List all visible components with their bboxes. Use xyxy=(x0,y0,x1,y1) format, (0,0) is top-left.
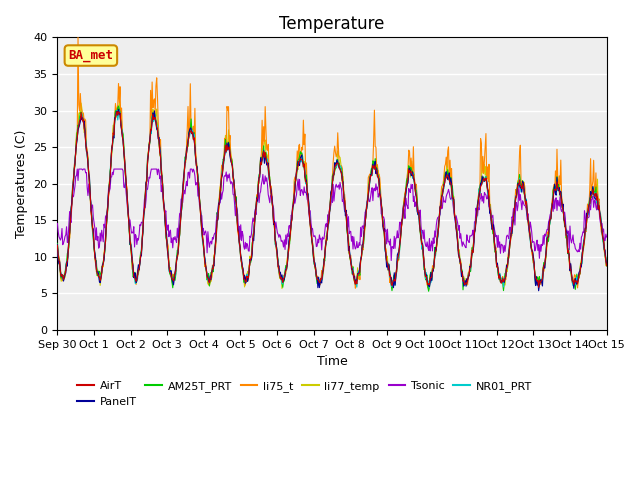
Text: BA_met: BA_met xyxy=(68,49,113,62)
Legend: AirT, PanelT, AM25T_PRT, li75_t, li77_temp, Tsonic, NR01_PRT: AirT, PanelT, AM25T_PRT, li75_t, li77_te… xyxy=(73,377,536,411)
Title: Temperature: Temperature xyxy=(279,15,385,33)
X-axis label: Time: Time xyxy=(317,355,348,368)
Y-axis label: Temperatures (C): Temperatures (C) xyxy=(15,130,28,238)
